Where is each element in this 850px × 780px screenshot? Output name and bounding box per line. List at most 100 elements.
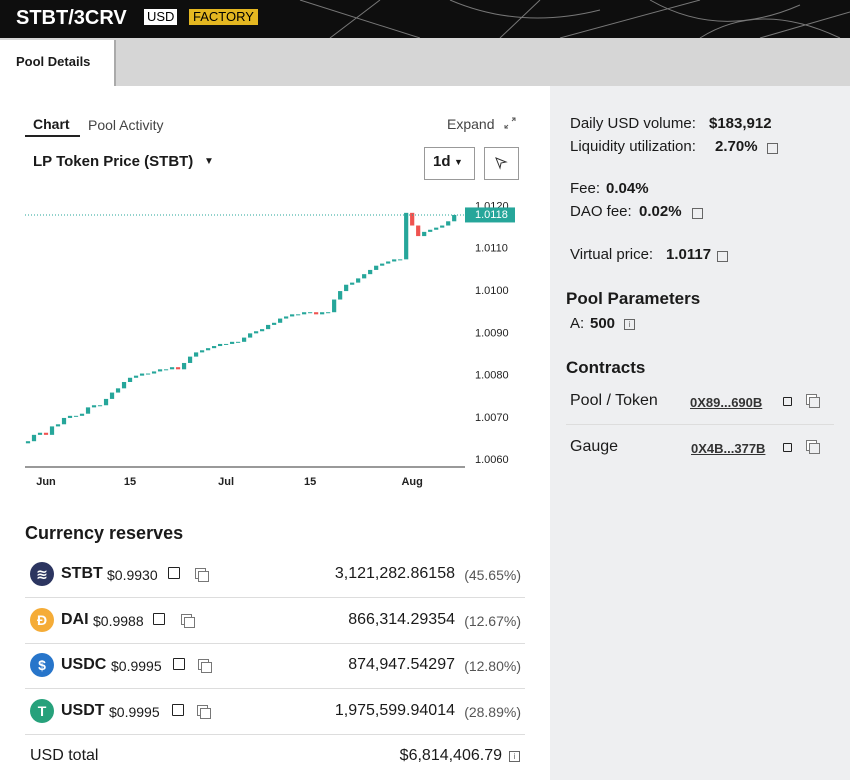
token-symbol: USDC [61,656,107,673]
candle [199,350,205,353]
chart-tab[interactable]: Chart [33,116,70,132]
candle [49,426,55,435]
interval-caret: ▼ [454,157,463,167]
tab-label[interactable]: Pool Details [16,54,91,69]
reserves-title: Currency reserves [25,523,184,543]
badge-usd: USD [144,9,178,25]
token-symbol: DAI [61,611,89,628]
copy-icon[interactable] [200,708,211,719]
candle [67,415,73,418]
param-value: 500 [590,315,616,332]
tab-bar [0,38,850,86]
info-icon[interactable] [692,208,703,219]
x-tick-label: Aug [401,476,422,488]
row-separator [25,643,525,644]
candle [260,329,265,332]
copy-icon[interactable] [809,397,820,408]
right-panel [550,86,850,780]
candle [440,225,445,228]
reserve-amount: 3,121,282.86158 [334,565,455,582]
external-link[interactable] [168,567,180,579]
external-link[interactable] [172,704,184,716]
candle [121,381,127,389]
tab-active[interactable] [0,40,116,86]
cursor-icon [495,157,508,170]
candle [434,227,439,230]
header-pattern [299,0,850,38]
reserve-amount: 866,314.29354 [348,611,455,628]
candle [392,259,397,262]
candle [356,278,361,283]
candle [139,373,145,376]
row-separator [25,597,525,598]
y-tick-label: 1.0110 [475,243,508,255]
chart-tab-underline [25,135,80,137]
candle [157,369,163,372]
candle [344,284,349,292]
candle [31,434,37,442]
token-price: $0.9930 [107,567,158,583]
info-icon[interactable]: i [624,319,635,330]
candle [109,392,115,399]
reserve-amount: 874,947.54297 [348,656,455,673]
stat-label: Daily USD volume: [570,115,696,132]
candle [338,291,343,300]
copy-icon[interactable] [184,617,195,628]
candle [272,322,277,325]
header-bar: STBT/3CRV USD FACTORY [0,0,850,38]
cursor-button[interactable] [484,147,519,180]
token-symbol: USDT [61,702,105,719]
external-link[interactable] [173,658,185,670]
info-icon[interactable]: i [509,751,520,762]
badge-factory: FACTORY [189,9,258,25]
external-link[interactable] [153,613,165,625]
copy-icon[interactable] [809,443,820,454]
params-title: Pool Parameters [566,289,701,308]
candle [404,212,409,260]
candle [374,265,379,270]
price-selector[interactable]: LP Token Price (STBT) [33,153,194,170]
contract-address[interactable]: 0X89...690B [690,395,763,410]
reserve-share: (45.65%) [464,567,521,583]
pattern-lines [299,0,850,38]
total-value: $6,814,406.79 [399,747,502,764]
y-tick-label: 1.0090 [475,327,509,339]
candle [103,398,109,406]
external-link[interactable] [783,397,792,406]
reserve-share: (12.80%) [464,658,521,674]
contract-label: Pool / Token [570,392,658,409]
stat-value: $183,912 [709,115,772,132]
interval-button[interactable] [424,147,475,180]
usdc-icon: $ [30,653,54,677]
stat-value: 0.02% [639,203,682,220]
candle [169,367,175,370]
info-icon[interactable] [717,251,728,262]
candle [43,432,49,435]
expand-button[interactable]: Expand [447,116,495,132]
candle [79,413,85,416]
x-tick-label: Jul [218,476,234,488]
candle [85,407,91,414]
candle [314,312,319,315]
contract-address[interactable]: 0X4B...377B [691,441,766,456]
activity-tab[interactable]: Pool Activity [88,117,164,133]
copy-icon[interactable] [201,662,212,673]
total-label: USD total [30,747,99,764]
external-link[interactable] [783,443,792,452]
y-tick-label: 1.0060 [475,454,509,466]
info-icon[interactable] [767,143,778,154]
reserve-share: (28.89%) [464,704,521,720]
candle [410,212,415,226]
stat-value: 2.70% [715,138,758,155]
candle [446,221,451,226]
candle [61,417,67,425]
candle [320,312,325,315]
contract-label: Gauge [570,438,619,455]
copy-icon[interactable] [198,571,209,582]
row-separator [566,424,834,425]
contracts-title: Contracts [566,358,646,377]
interval-label[interactable]: 1d [433,153,451,170]
candle [193,352,199,357]
dai-icon: Đ [30,608,54,632]
